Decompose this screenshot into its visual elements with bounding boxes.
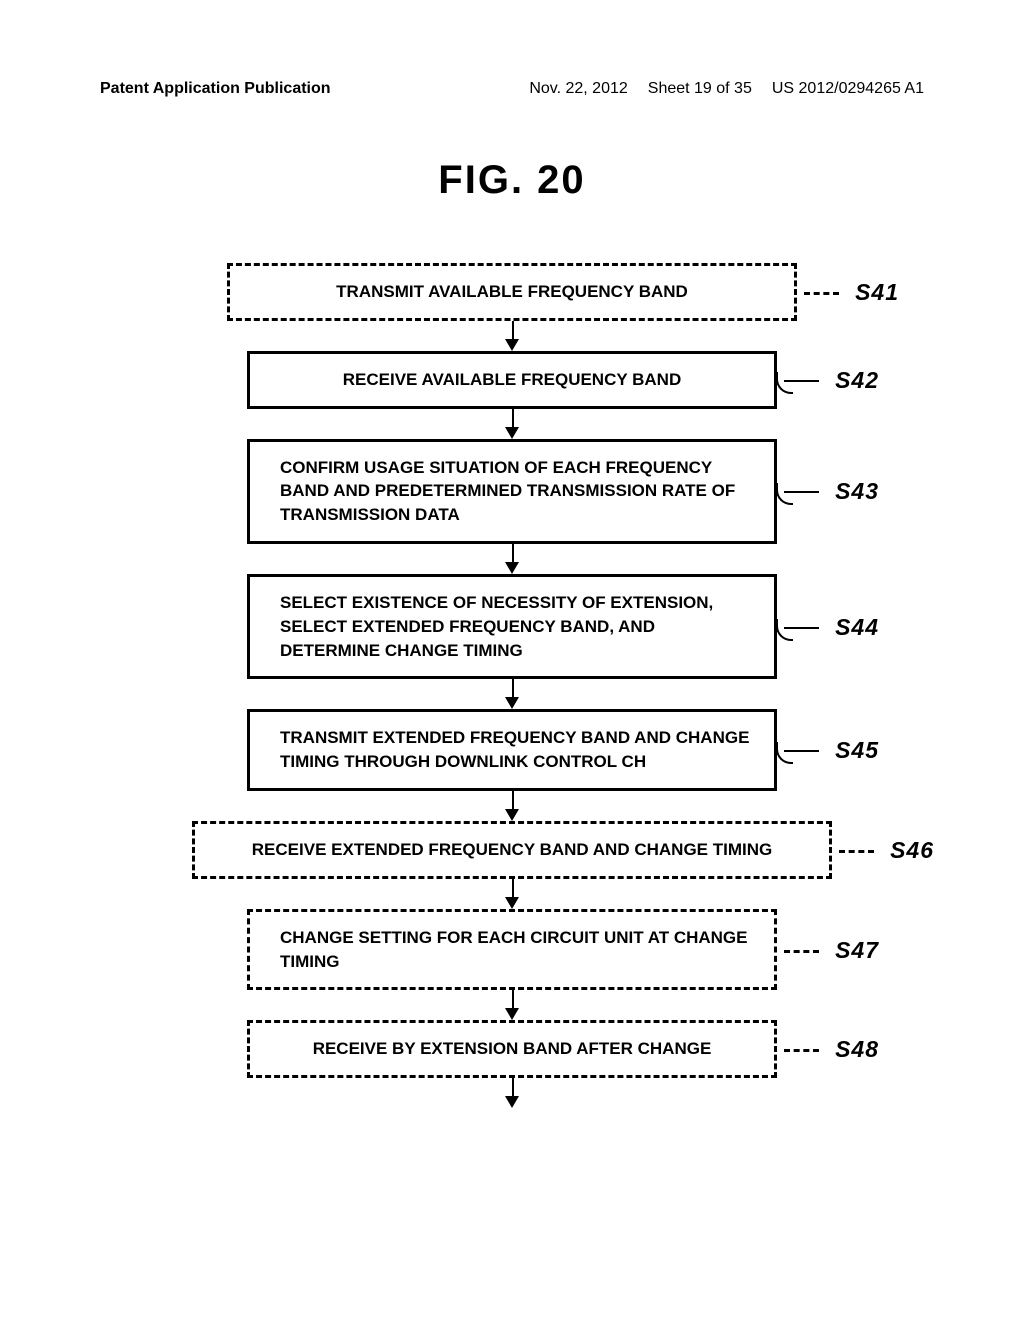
header-date: Nov. 22, 2012 [529, 80, 627, 98]
arrow-icon [112, 409, 912, 439]
step-text: TRANSMIT AVAILABLE FREQUENCY BAND [336, 282, 688, 301]
label-connector [784, 750, 819, 752]
label-connector [804, 292, 839, 295]
step-s45: TRANSMIT EXTENDED FREQUENCY BAND AND CHA… [247, 709, 777, 791]
flowchart: TRANSMIT AVAILABLE FREQUENCY BAND S41 RE… [112, 263, 912, 1108]
step-s42: RECEIVE AVAILABLE FREQUENCY BAND S42 [247, 351, 777, 409]
header-left: Patent Application Publication [100, 80, 331, 98]
step-label: S44 [835, 611, 879, 643]
arrow-icon [112, 544, 912, 574]
page-header: Patent Application Publication Nov. 22, … [0, 0, 1024, 98]
arrow-icon [112, 1078, 912, 1108]
arrow-icon [112, 679, 912, 709]
arrow-icon [112, 990, 912, 1020]
arrow-icon [112, 791, 912, 821]
label-connector [839, 850, 874, 853]
step-text: RECEIVE EXTENDED FREQUENCY BAND AND CHAN… [252, 840, 772, 859]
step-label: S48 [835, 1033, 879, 1065]
figure-title: FIG. 20 [0, 158, 1024, 203]
step-text: SELECT EXISTENCE OF NECESSITY OF EXTENSI… [280, 593, 713, 660]
label-connector [784, 627, 819, 629]
step-label: S45 [835, 734, 879, 766]
label-connector [784, 380, 819, 382]
step-label: S42 [835, 364, 879, 396]
step-text: CHANGE SETTING FOR EACH CIRCUIT UNIT AT … [280, 928, 748, 971]
step-s43: CONFIRM USAGE SITUATION OF EACH FREQUENC… [247, 439, 777, 544]
label-connector [784, 491, 819, 493]
step-text: TRANSMIT EXTENDED FREQUENCY BAND AND CHA… [280, 728, 749, 771]
arrow-icon [112, 321, 912, 351]
step-s41: TRANSMIT AVAILABLE FREQUENCY BAND S41 [227, 263, 797, 321]
step-label: S47 [835, 933, 879, 965]
step-label: S41 [855, 276, 899, 308]
label-connector [784, 950, 819, 953]
step-s44: SELECT EXISTENCE OF NECESSITY OF EXTENSI… [247, 574, 777, 679]
step-text: RECEIVE BY EXTENSION BAND AFTER CHANGE [313, 1039, 712, 1058]
step-s47: CHANGE SETTING FOR EACH CIRCUIT UNIT AT … [247, 909, 777, 991]
step-s46: RECEIVE EXTENDED FREQUENCY BAND AND CHAN… [192, 821, 832, 879]
step-text: CONFIRM USAGE SITUATION OF EACH FREQUENC… [280, 458, 735, 525]
step-s48: RECEIVE BY EXTENSION BAND AFTER CHANGE S… [247, 1020, 777, 1078]
header-right: Nov. 22, 2012 Sheet 19 of 35 US 2012/029… [529, 80, 924, 98]
step-label: S46 [890, 834, 934, 866]
label-connector [784, 1049, 819, 1052]
step-text: RECEIVE AVAILABLE FREQUENCY BAND [343, 370, 681, 389]
arrow-icon [112, 879, 912, 909]
header-docnum: US 2012/0294265 A1 [772, 80, 924, 98]
step-label: S43 [835, 475, 879, 507]
header-sheet: Sheet 19 of 35 [648, 80, 752, 98]
